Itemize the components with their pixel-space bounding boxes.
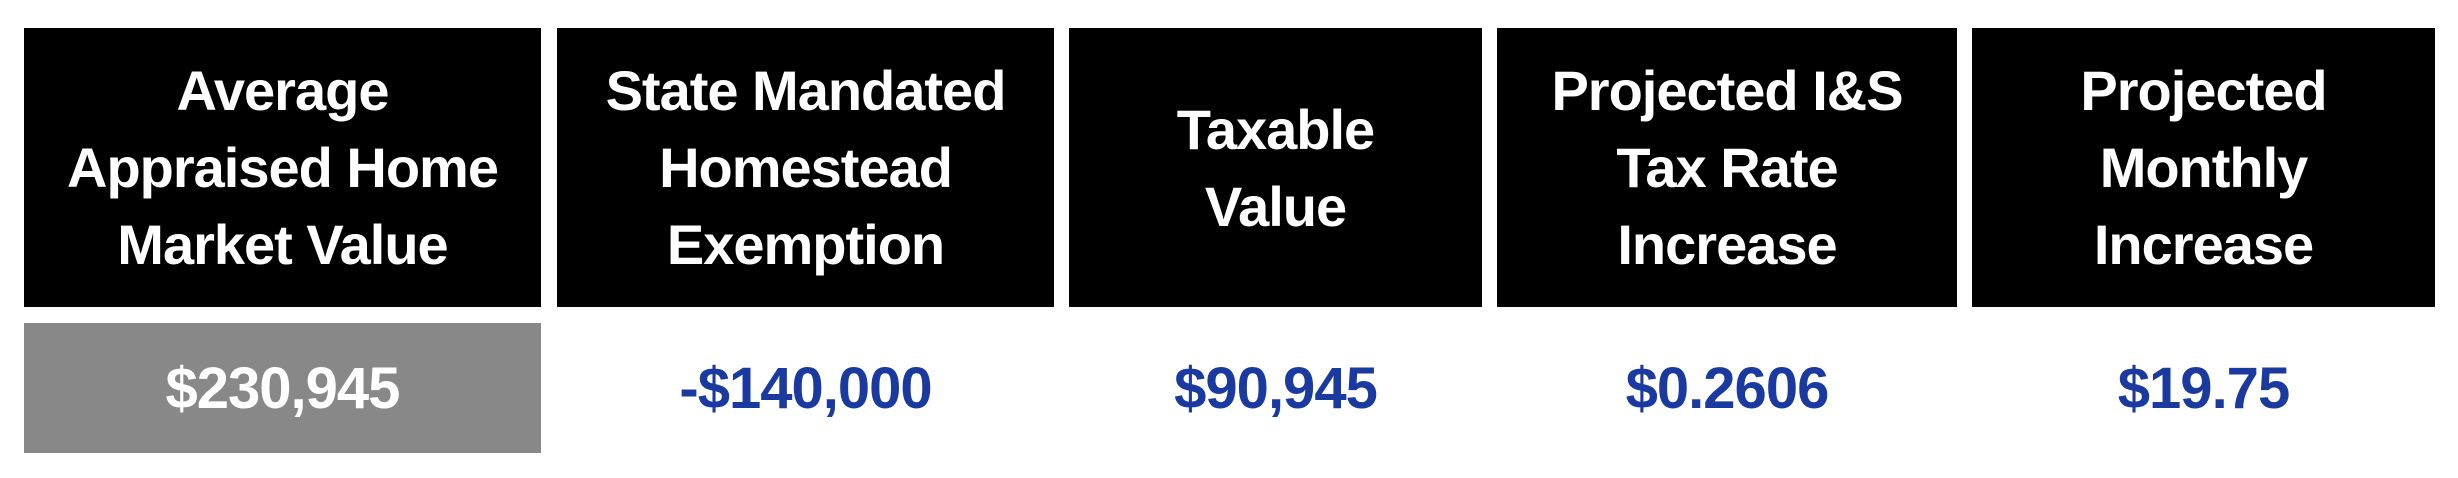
value-tax-rate-increase: $0.2606: [1625, 355, 1830, 421]
header-label: Taxable Value: [1176, 97, 1375, 238]
header-average-appraised: Average Appraised Home Market Value: [24, 28, 541, 307]
header-label: Projected Monthly Increase: [2080, 59, 2327, 276]
value-average-appraised: $230,945: [24, 323, 541, 453]
value-homestead-exemption: -$140,000: [679, 355, 932, 421]
header-tax-rate-increase: Projected I&S Tax Rate Increase: [1497, 28, 1957, 307]
header-homestead-exemption: State Mandated Homestead Exemption: [557, 28, 1054, 307]
header-monthly-increase: Projected Monthly Increase: [1972, 28, 2435, 307]
header-taxable-value: Taxable Value: [1069, 28, 1482, 307]
header-label: Projected I&S Tax Rate Increase: [1551, 59, 1903, 276]
value-monthly-increase: $19.75: [2117, 355, 2290, 421]
value-taxable-value: $90,945: [1174, 355, 1378, 421]
header-label: State Mandated Homestead Exemption: [605, 59, 1007, 276]
header-label: Average Appraised Home Market Value: [67, 59, 499, 276]
